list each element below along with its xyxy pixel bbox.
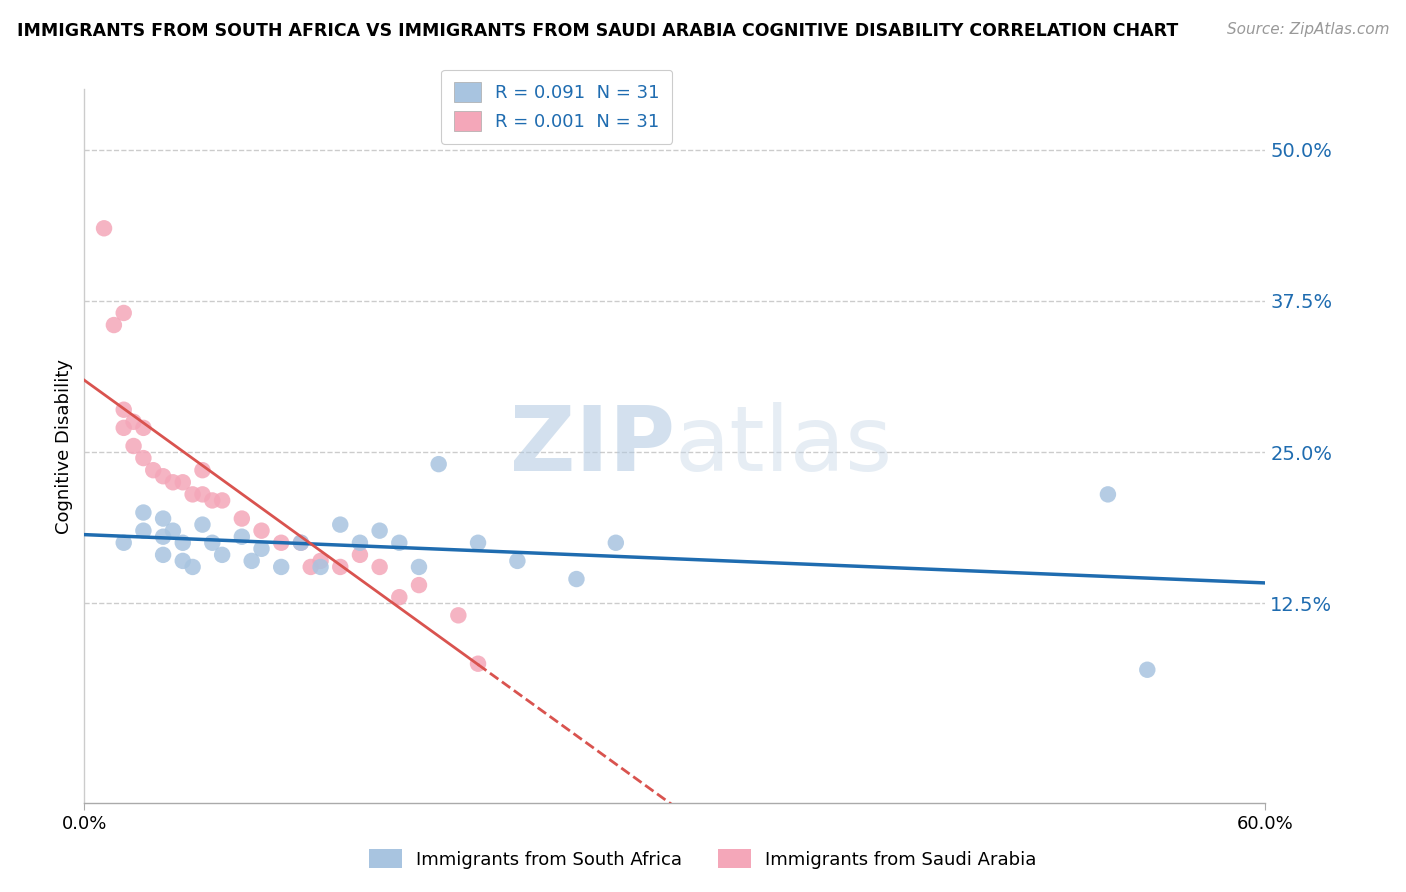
Point	[152, 469, 174, 483]
Point	[231, 511, 253, 525]
Point	[368, 560, 391, 574]
Point	[191, 517, 214, 532]
Point	[103, 318, 125, 332]
Point	[388, 590, 411, 604]
Point	[605, 535, 627, 549]
Point	[408, 578, 430, 592]
Point	[112, 306, 135, 320]
Point	[181, 560, 204, 574]
Point	[132, 506, 155, 520]
Point	[250, 524, 273, 538]
Point	[142, 463, 165, 477]
Point	[122, 415, 145, 429]
Point	[201, 535, 224, 549]
Point	[201, 493, 224, 508]
Point	[467, 657, 489, 671]
Point	[112, 421, 135, 435]
Point	[309, 554, 332, 568]
Point	[447, 608, 470, 623]
Point	[565, 572, 588, 586]
Point	[172, 535, 194, 549]
Point	[368, 524, 391, 538]
Point	[152, 548, 174, 562]
Point	[329, 560, 352, 574]
Point	[231, 530, 253, 544]
Text: ZIP: ZIP	[510, 402, 675, 490]
Point	[349, 548, 371, 562]
Point	[191, 463, 214, 477]
Point	[211, 548, 233, 562]
Point	[112, 402, 135, 417]
Legend: R = 0.091  N = 31, R = 0.001  N = 31: R = 0.091 N = 31, R = 0.001 N = 31	[441, 70, 672, 144]
Point	[299, 560, 322, 574]
Point	[349, 535, 371, 549]
Point	[132, 524, 155, 538]
Point	[152, 511, 174, 525]
Point	[112, 535, 135, 549]
Point	[467, 535, 489, 549]
Text: atlas: atlas	[675, 402, 893, 490]
Point	[309, 560, 332, 574]
Point	[408, 560, 430, 574]
Point	[162, 475, 184, 490]
Point	[211, 493, 233, 508]
Point	[132, 421, 155, 435]
Text: IMMIGRANTS FROM SOUTH AFRICA VS IMMIGRANTS FROM SAUDI ARABIA COGNITIVE DISABILIT: IMMIGRANTS FROM SOUTH AFRICA VS IMMIGRAN…	[17, 22, 1178, 40]
Point	[270, 535, 292, 549]
Point	[250, 541, 273, 556]
Point	[172, 475, 194, 490]
Point	[132, 451, 155, 466]
Point	[290, 535, 312, 549]
Point	[1097, 487, 1119, 501]
Point	[427, 457, 450, 471]
Point	[270, 560, 292, 574]
Y-axis label: Cognitive Disability: Cognitive Disability	[55, 359, 73, 533]
Point	[122, 439, 145, 453]
Text: Source: ZipAtlas.com: Source: ZipAtlas.com	[1226, 22, 1389, 37]
Point	[506, 554, 529, 568]
Legend: Immigrants from South Africa, Immigrants from Saudi Arabia: Immigrants from South Africa, Immigrants…	[363, 842, 1043, 876]
Point	[290, 535, 312, 549]
Point	[191, 487, 214, 501]
Point	[152, 530, 174, 544]
Point	[329, 517, 352, 532]
Point	[181, 487, 204, 501]
Point	[240, 554, 263, 568]
Point	[388, 535, 411, 549]
Point	[162, 524, 184, 538]
Point	[93, 221, 115, 235]
Point	[172, 554, 194, 568]
Point	[1136, 663, 1159, 677]
